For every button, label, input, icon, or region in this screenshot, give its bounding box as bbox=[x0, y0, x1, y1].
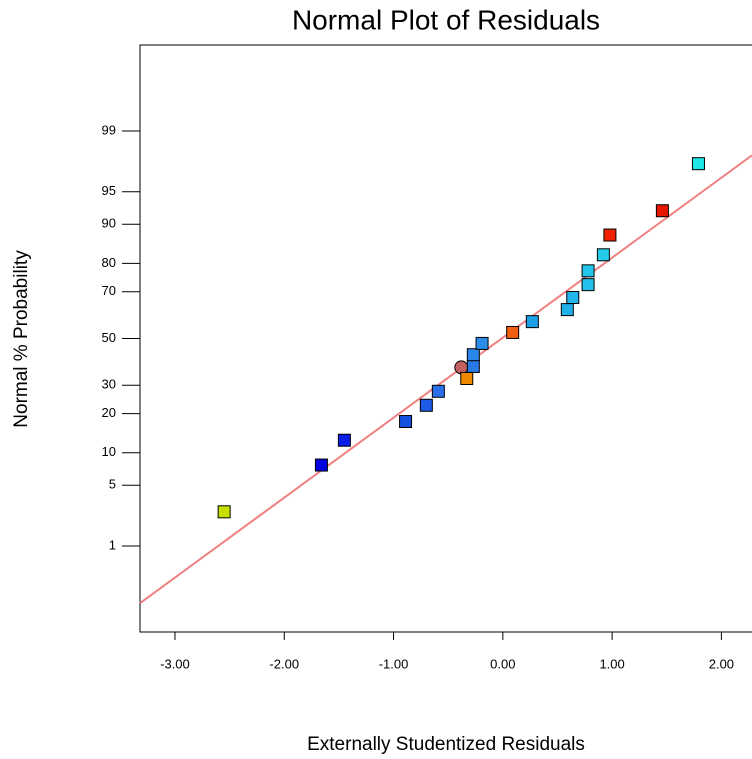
point bbox=[419, 398, 433, 412]
y-axis-label: Normal % Probability bbox=[11, 250, 32, 428]
point bbox=[566, 291, 580, 305]
point bbox=[460, 371, 474, 385]
point bbox=[581, 264, 595, 278]
y-tick-label: 99 bbox=[102, 122, 116, 137]
y-tick-label: 30 bbox=[102, 377, 116, 392]
point bbox=[431, 384, 445, 398]
point bbox=[466, 348, 480, 362]
y-tick-label: 1 bbox=[109, 537, 116, 552]
x-tick-label: -3.00 bbox=[160, 656, 190, 671]
y-tick-label: 5 bbox=[109, 477, 116, 492]
point bbox=[560, 303, 574, 317]
y-tick-label: 95 bbox=[102, 183, 116, 198]
x-tick-label: 1.00 bbox=[599, 656, 624, 671]
chart-title: Normal Plot of Residuals bbox=[292, 4, 600, 35]
point bbox=[337, 433, 351, 447]
point bbox=[314, 458, 328, 472]
y-tick-label: 80 bbox=[102, 255, 116, 270]
y-tick-label: 50 bbox=[102, 330, 116, 345]
x-tick-label: -2.00 bbox=[269, 656, 299, 671]
point bbox=[466, 359, 480, 373]
y-tick-label: 90 bbox=[102, 216, 116, 231]
point bbox=[475, 336, 489, 350]
point bbox=[603, 228, 617, 242]
point bbox=[581, 278, 595, 292]
x-tick-label: -1.00 bbox=[379, 656, 409, 671]
point bbox=[596, 248, 610, 262]
point bbox=[399, 415, 413, 429]
fit-line bbox=[139, 154, 752, 605]
y-tick-label: 10 bbox=[102, 444, 116, 459]
point bbox=[525, 315, 539, 329]
y-tick-label: 20 bbox=[102, 405, 116, 420]
x-tick-label: 0.00 bbox=[490, 656, 515, 671]
point bbox=[454, 360, 469, 375]
x-axis-label: Externally Studentized Residuals bbox=[307, 734, 585, 755]
point bbox=[217, 505, 231, 519]
point bbox=[655, 204, 669, 218]
x-tick-label: 2.00 bbox=[709, 656, 734, 671]
point bbox=[506, 325, 520, 339]
point bbox=[691, 157, 705, 171]
plot-frame bbox=[139, 44, 752, 633]
y-tick-label: 70 bbox=[102, 283, 116, 298]
